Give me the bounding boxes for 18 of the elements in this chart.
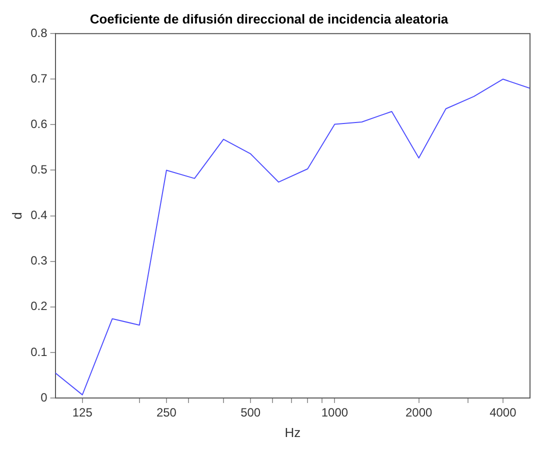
y-tick-label: 0.5	[30, 162, 48, 177]
y-tick-label: 0.8	[30, 26, 48, 40]
y-tick-label: 0.4	[30, 208, 48, 222]
x-tick-label: 250	[156, 406, 177, 420]
y-tick-label: 0.7	[30, 71, 48, 86]
chart-title: Coeficiente de difusión direccional de incidencia aleatoria	[90, 11, 449, 26]
y-tick-label: 0.2	[30, 299, 48, 314]
y-tick-label: 0.1	[30, 344, 48, 359]
y-tick-label: 0.3	[30, 254, 48, 268]
y-tick-label: 0	[40, 390, 48, 404]
y-tick-label: 0.6	[30, 117, 48, 132]
x-axis-title: Hz	[284, 424, 301, 440]
x-tick-label: 125	[72, 406, 93, 420]
x-tick-label: 1000	[321, 406, 348, 420]
x-tick-label: 500	[240, 406, 261, 420]
y-axis-title: d	[9, 212, 24, 220]
x-tick-label: 4000	[490, 406, 517, 420]
x-tick-label: 2000	[405, 406, 432, 420]
